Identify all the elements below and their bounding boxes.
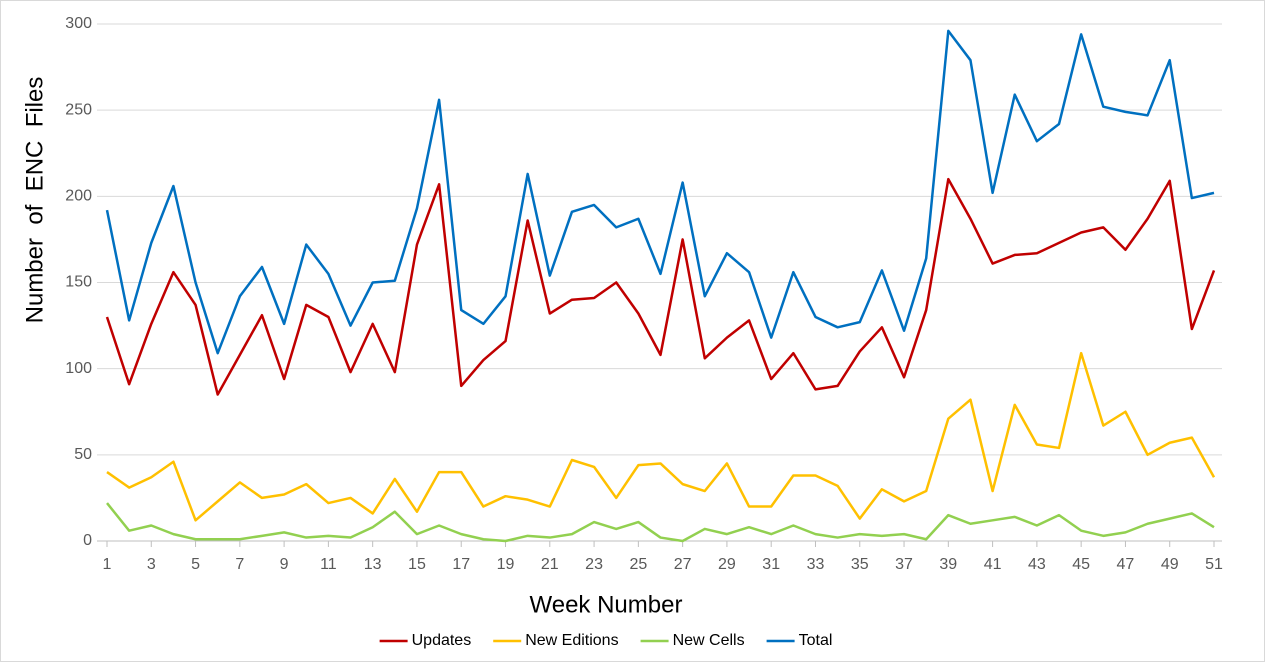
y-tick-label: 200	[65, 188, 92, 205]
x-tick-label: 39	[939, 556, 957, 573]
y-tick-label: 250	[65, 101, 92, 118]
x-tick-label: 13	[364, 556, 382, 573]
x-tick-label: 9	[280, 556, 289, 573]
x-tick-label: 41	[984, 556, 1002, 573]
x-tick-label: 35	[851, 556, 869, 573]
x-tick-label: 33	[807, 556, 825, 573]
x-tick-label: 5	[191, 556, 200, 573]
legend-label: Updates	[412, 632, 472, 649]
x-tick-label: 29	[718, 556, 736, 573]
x-axis-title: Week Number	[530, 591, 683, 618]
legend-label: New Cells	[673, 632, 745, 649]
x-tick-label: 51	[1205, 556, 1223, 573]
legend-label: New Editions	[525, 632, 618, 649]
x-tick-label: 17	[452, 556, 470, 573]
x-tick-label: 27	[674, 556, 692, 573]
x-tick-label: 3	[147, 556, 156, 573]
y-tick-label: 0	[83, 532, 92, 549]
x-tick-label: 47	[1117, 556, 1135, 573]
x-tick-label: 23	[585, 556, 603, 573]
x-tick-label: 37	[895, 556, 913, 573]
y-tick-label: 300	[65, 15, 92, 32]
series-line	[106, 351, 1216, 522]
x-tick-label: 11	[320, 556, 337, 573]
y-tick-label: 150	[65, 274, 92, 291]
x-tick-label: 15	[408, 556, 426, 573]
x-tick-label: 49	[1161, 556, 1179, 573]
x-tick-label: 45	[1072, 556, 1090, 573]
x-tick-label: 43	[1028, 556, 1046, 573]
series-line	[105, 177, 1216, 396]
x-tick-label: 25	[629, 556, 647, 573]
legend-label: Total	[799, 632, 833, 649]
series-line	[106, 502, 1215, 543]
x-tick-label: 31	[762, 556, 780, 573]
x-tick-label: 19	[497, 556, 515, 573]
x-tick-label: 7	[235, 556, 244, 573]
series-line	[105, 29, 1215, 355]
y-tick-label: 100	[65, 360, 92, 377]
y-tick-label: 50	[74, 446, 92, 463]
y-axis-title: Number of ENC Files	[21, 77, 48, 324]
x-tick-label: 1	[103, 556, 112, 573]
x-tick-label: 21	[541, 556, 559, 573]
